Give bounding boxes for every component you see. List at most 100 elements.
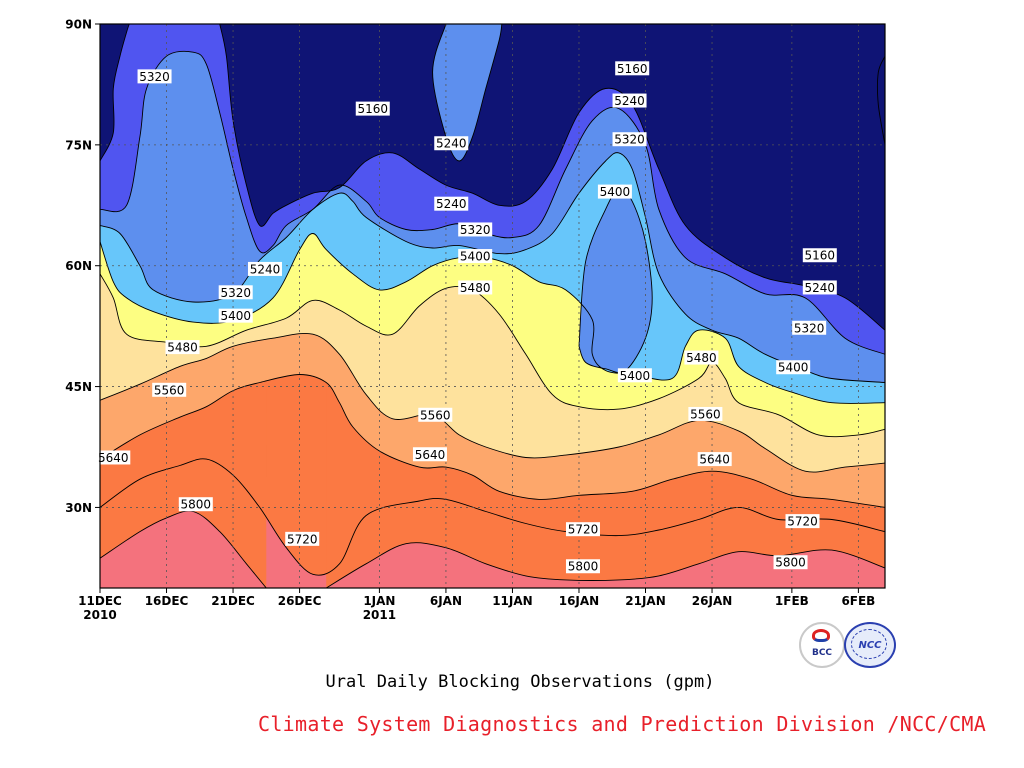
contour-label: 5160 [615,61,650,76]
globe-icon [851,629,887,659]
contour-5240 [432,24,503,162]
contour-label: 5480 [684,350,719,365]
contour-label: 5800 [773,555,808,570]
contour-label: 5400 [458,249,493,264]
contour-label: 5640 [697,452,732,467]
bcc-logo-text: BCC [811,648,833,658]
svg-text:5560: 5560 [690,407,721,421]
contour-label: 5320 [792,320,827,335]
ridge-lobe [432,24,502,161]
x-tick-label: 21JAN [625,594,666,608]
contour-label: 5240 [434,196,469,211]
y-tick-label: 30N [65,501,92,515]
contour-label: 5160 [355,101,390,116]
svg-text:5240: 5240 [250,262,281,276]
y-tick-label: 60N [65,259,92,273]
x-tick-year: 2010 [83,608,116,622]
x-tick-label: 1JAN [363,594,395,608]
contour-5720 [100,458,885,576]
x-tick-label: 16JAN [559,594,600,608]
svg-text:5640: 5640 [415,448,446,462]
contour-5160 [100,24,130,162]
bcc-logo: BCC [799,622,845,668]
svg-text:5320: 5320 [614,133,645,147]
y-tick-label: 75N [65,138,92,152]
y-tick-label: 90N [65,18,92,32]
svg-text:5400: 5400 [220,309,251,323]
contour-label: 5480 [165,340,200,355]
contour-5240 [100,50,885,355]
svg-text:5800: 5800 [181,498,212,512]
svg-text:5160: 5160 [805,249,836,263]
contour-5640 [100,374,885,508]
svg-text:5320: 5320 [220,286,251,300]
x-tick-label: 1FEB [775,594,809,608]
x-tick-label: 26DEC [278,594,322,608]
contour-label: 5240 [434,136,469,151]
svg-text:5480: 5480 [167,341,198,355]
contour-label: 5640 [412,447,447,462]
contour-label: 5400 [617,368,652,383]
svg-text:5240: 5240 [436,197,467,211]
chart-title: Ural Daily Blocking Observations (gpm) [325,672,715,692]
x-tick-label: 11JAN [492,594,533,608]
contour-label: 5400 [218,308,253,323]
contour-label: 5240 [802,280,837,295]
contour-label: 5720 [285,531,320,546]
credit-line: Climate System Diagnostics and Predictio… [258,712,987,736]
contour-label: 5560 [688,406,723,421]
contour-label: 5320 [137,69,172,84]
cold-core-main [219,24,885,331]
svg-text:5400: 5400 [778,361,809,375]
x-tick-label: 21DEC [211,594,255,608]
contour-label: 5320 [218,285,253,300]
x-tick-label: 26JAN [692,594,733,608]
svg-text:5640: 5640 [98,451,129,465]
bcc-emblem-icon [812,629,830,642]
svg-text:5400: 5400 [600,185,631,199]
contour-label: 5160 [802,248,837,263]
x-tick-label: 16DEC [145,594,189,608]
contour-5800 [100,510,267,588]
cold-core-west [100,24,130,161]
closed-5400-area [579,188,653,373]
svg-text:5480: 5480 [686,351,717,365]
contour-label: 5400 [776,360,811,375]
svg-text:5160: 5160 [617,62,648,76]
svg-text:5800: 5800 [775,556,806,570]
contour-label: 5240 [612,93,647,108]
contour-5400 [578,188,653,374]
svg-text:5720: 5720 [287,532,318,546]
contour-label: 5320 [612,132,647,147]
contour-5560 [100,332,885,473]
y-tick-label: 45N [65,380,92,394]
contour-label: 5560 [152,382,187,397]
contour-label: 5240 [247,261,282,276]
ncc-logo: NCC [844,622,896,668]
svg-text:5160: 5160 [357,102,388,116]
x-tick-label: 6JAN [430,594,462,608]
contour-5160 [877,56,885,145]
svg-text:5320: 5320 [139,70,170,84]
contour-label: 5800 [178,497,213,512]
contour-label: 5720 [565,522,600,537]
svg-text:5720: 5720 [787,515,818,529]
svg-text:5400: 5400 [460,250,491,264]
contour-label: 5320 [458,222,493,237]
svg-text:5240: 5240 [805,281,836,295]
svg-text:5320: 5320 [794,321,825,335]
plot-frame [99,23,886,589]
svg-text:5560: 5560 [154,383,185,397]
contour-label: 5720 [785,514,820,529]
svg-text:5240: 5240 [436,137,467,151]
svg-text:5320: 5320 [460,223,491,237]
svg-text:5560: 5560 [420,408,451,422]
svg-text:5640: 5640 [699,453,730,467]
contour-labels: 5320 5160 5240 5160 5240 5320 5400 5240 5320 5400… [96,61,837,574]
contour-label: 5560 [418,407,453,422]
svg-text:5800: 5800 [568,560,599,574]
y-axis: 30N 45N 60N 75N 90N [65,18,100,515]
x-tick-label: 6FEB [841,594,875,608]
